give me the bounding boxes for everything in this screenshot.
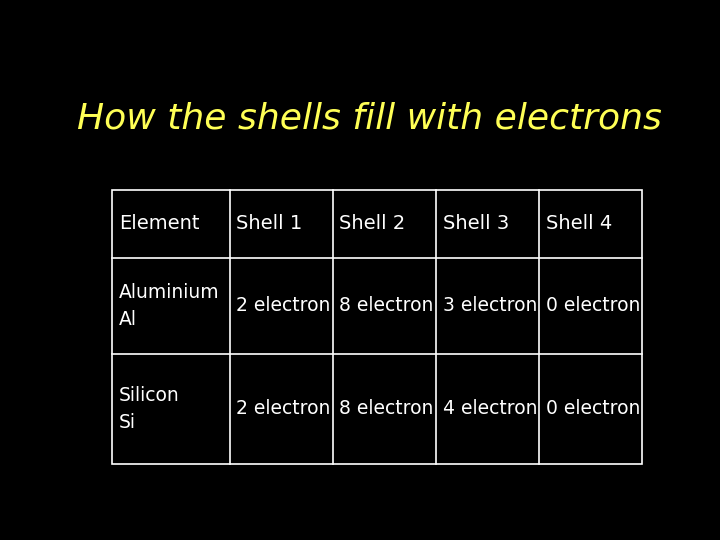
Text: How the shells fill with electrons: How the shells fill with electrons xyxy=(76,102,662,136)
Text: 2 electron: 2 electron xyxy=(236,400,330,419)
Text: 0 electron: 0 electron xyxy=(546,400,640,419)
Text: 8 electron: 8 electron xyxy=(339,296,434,315)
Text: Shell 4: Shell 4 xyxy=(546,214,612,233)
Text: Shell 1: Shell 1 xyxy=(236,214,302,233)
Text: Shell 3: Shell 3 xyxy=(443,214,509,233)
Text: 4 electron: 4 electron xyxy=(443,400,537,419)
Text: Element: Element xyxy=(119,214,199,233)
Text: 8 electron: 8 electron xyxy=(339,400,434,419)
Text: Aluminium
Al: Aluminium Al xyxy=(119,283,220,329)
Bar xyxy=(112,190,642,464)
Text: 0 electron: 0 electron xyxy=(546,296,640,315)
Text: Shell 2: Shell 2 xyxy=(339,214,405,233)
Text: Silicon
Si: Silicon Si xyxy=(119,386,180,431)
Text: 2 electron: 2 electron xyxy=(236,296,330,315)
Text: 3 electron: 3 electron xyxy=(443,296,537,315)
